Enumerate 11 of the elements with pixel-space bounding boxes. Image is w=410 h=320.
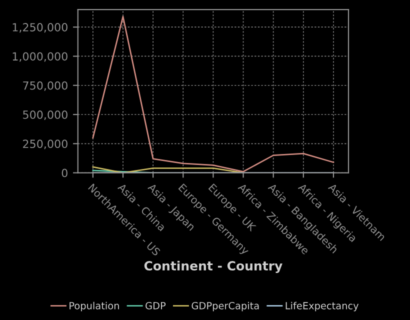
y-tick-label: 1,250,000 <box>12 23 68 33</box>
x-axis-title: Continent - Country <box>144 260 282 274</box>
y-tick-label: 500,000 <box>23 110 68 120</box>
y-tick-label: 250,000 <box>23 140 68 150</box>
y-tick-label: 0 <box>62 168 68 178</box>
legend-label: GDP <box>146 302 166 310</box>
legend-label: Population <box>70 302 119 312</box>
y-tick-label: 750,000 <box>23 81 68 91</box>
legend-label: GDPperCapita <box>192 302 259 312</box>
legend-label: LifeExpectancy <box>286 302 359 312</box>
y-tick-label: 1,000,000 <box>12 52 68 62</box>
